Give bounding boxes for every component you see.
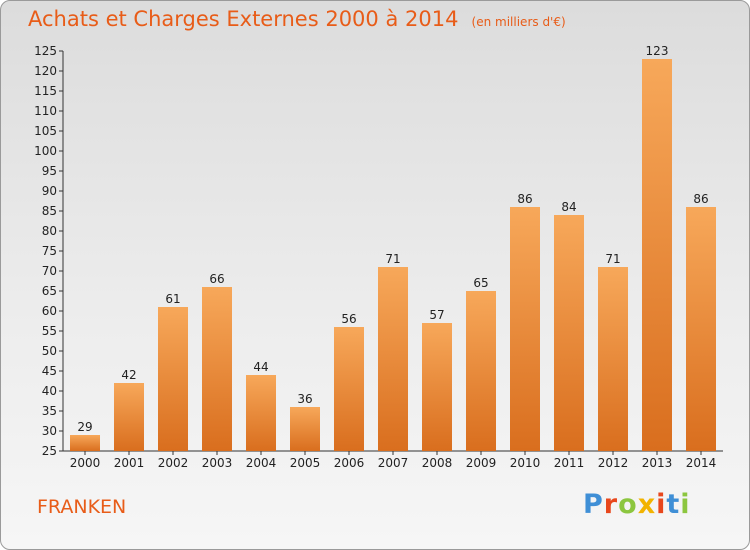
data-label-2014: 86 <box>693 192 708 206</box>
unit-note: (en milliers d'€) <box>471 15 566 29</box>
y-tick-label: 90 <box>42 184 57 198</box>
data-label-2005: 36 <box>297 392 312 406</box>
y-axis-ticks: 25 30 35 40 45 50 55 60 65 70 75 80 85 90 95 100 105 110 1… <box>34 44 63 458</box>
y-tick-label: 50 <box>42 344 57 358</box>
y-tick-label: 120 <box>34 64 57 78</box>
x-tick-label: 2013 <box>642 456 673 470</box>
logo-letter: o <box>618 489 638 520</box>
x-axis-ticks: 2000 2001 2002 2003 2004 2005 2006 2007 2008 2009… <box>70 451 717 470</box>
proxiti-logo: Proxiti <box>583 489 691 520</box>
x-tick-label: 2012 <box>598 456 629 470</box>
y-tick-label: 40 <box>42 384 57 398</box>
bar-2006 <box>334 327 364 451</box>
y-tick-label: 125 <box>34 44 57 58</box>
bar-2004 <box>246 375 276 451</box>
data-labels: 29 42 61 66 44 36 56 71 57 65 86 84 71 123 86 <box>77 44 708 434</box>
bar-2008 <box>422 323 452 451</box>
data-label-2004: 44 <box>253 360 268 374</box>
bar-2000 <box>70 435 100 451</box>
data-label-2002: 61 <box>165 292 180 306</box>
x-tick-label: 2014 <box>686 456 717 470</box>
x-tick-label: 2011 <box>554 456 585 470</box>
data-label-2010: 86 <box>517 192 532 206</box>
x-tick-label: 2007 <box>378 456 409 470</box>
data-label-2007: 71 <box>385 252 400 266</box>
bar-2013 <box>642 59 672 451</box>
y-tick-label: 30 <box>42 424 57 438</box>
y-tick-label: 65 <box>42 284 57 298</box>
y-tick-label: 60 <box>42 304 57 318</box>
y-tick-label: 115 <box>34 84 57 98</box>
bar-2014 <box>686 207 716 451</box>
y-tick-label: 70 <box>42 264 57 278</box>
y-tick-label: 80 <box>42 224 57 238</box>
data-label-2001: 42 <box>121 368 136 382</box>
data-label-2008: 57 <box>429 308 444 322</box>
x-tick-label: 2004 <box>246 456 277 470</box>
y-tick-label: 105 <box>34 124 57 138</box>
x-tick-label: 2003 <box>202 456 233 470</box>
data-label-2012: 71 <box>605 252 620 266</box>
x-tick-label: 2001 <box>114 456 145 470</box>
y-tick-label: 25 <box>42 444 57 458</box>
y-tick-label: 100 <box>34 144 57 158</box>
bar-2005 <box>290 407 320 451</box>
logo-letter: i <box>680 489 691 520</box>
bar-2003 <box>202 287 232 451</box>
bar-2002 <box>158 307 188 451</box>
y-tick-label: 35 <box>42 404 57 418</box>
commune-name: FRANKEN <box>37 496 127 518</box>
y-tick-label: 45 <box>42 364 57 378</box>
chart-title-text: Achats et Charges Externes 2000 à 2014 <box>28 7 459 31</box>
y-tick-label: 95 <box>42 164 57 178</box>
bar-2001 <box>114 383 144 451</box>
y-tick-label: 85 <box>42 204 57 218</box>
data-label-2003: 66 <box>209 272 224 286</box>
data-label-2013: 123 <box>646 44 669 58</box>
bar-2011 <box>554 215 584 451</box>
x-tick-label: 2002 <box>158 456 189 470</box>
bar-2010 <box>510 207 540 451</box>
x-tick-label: 2006 <box>334 456 365 470</box>
x-tick-label: 2008 <box>422 456 453 470</box>
bar-2009 <box>466 291 496 451</box>
x-tick-label: 2010 <box>510 456 541 470</box>
logo-letter: r <box>603 489 619 520</box>
y-tick-label: 75 <box>42 244 57 258</box>
y-tick-label: 55 <box>42 324 57 338</box>
y-tick-label: 110 <box>34 104 57 118</box>
chart-title: Achats et Charges Externes 2000 à 2014 (… <box>28 7 566 31</box>
bar-2012 <box>598 267 628 451</box>
x-tick-label: 2005 <box>290 456 321 470</box>
data-label-2006: 56 <box>341 312 356 326</box>
logo-letter: i <box>656 489 667 520</box>
logo-letter: t <box>666 489 681 520</box>
data-label-2011: 84 <box>561 200 576 214</box>
data-label-2000: 29 <box>77 420 92 434</box>
x-tick-label: 2009 <box>466 456 497 470</box>
data-label-2009: 65 <box>473 276 488 290</box>
logo-letter: x <box>637 489 657 520</box>
bar-series <box>70 59 716 451</box>
bar-2007 <box>378 267 408 451</box>
logo-letter: P <box>583 489 604 520</box>
x-tick-label: 2000 <box>70 456 101 470</box>
